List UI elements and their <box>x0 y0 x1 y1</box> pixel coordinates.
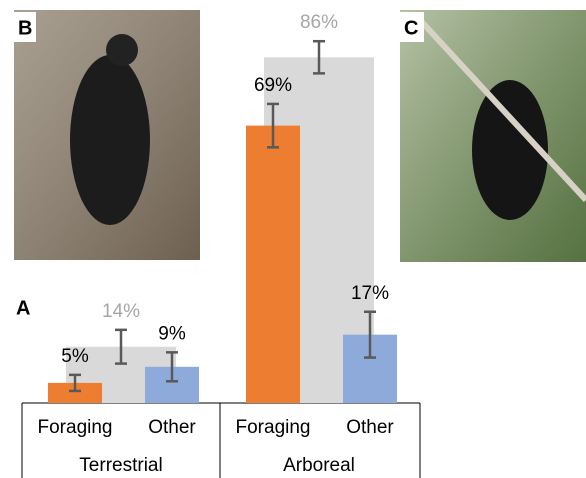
photo-c <box>400 10 586 262</box>
value-label: 17% <box>351 283 389 304</box>
panel-label: C <box>404 17 418 39</box>
photo-b <box>14 10 200 260</box>
value-label: 9% <box>158 323 186 344</box>
panel-label: A <box>16 297 30 319</box>
chart: B C A Terrestrial 14% 5% Foraging 9% Other Arb… <box>0 0 586 478</box>
x-tick-label: Other <box>346 417 394 438</box>
value-label: 5% <box>61 346 89 367</box>
group-label: Arboreal <box>283 455 355 476</box>
value-label: 69% <box>254 75 292 96</box>
x-tick-label: Foraging <box>38 417 113 438</box>
group-label: Terrestrial <box>79 455 162 476</box>
total-label: 14% <box>102 301 140 322</box>
x-tick-label: Other <box>148 417 196 438</box>
total-label: 86% <box>300 12 338 33</box>
bar <box>246 126 300 403</box>
x-tick-label: Foraging <box>236 417 311 438</box>
panel-label: B <box>18 17 32 39</box>
